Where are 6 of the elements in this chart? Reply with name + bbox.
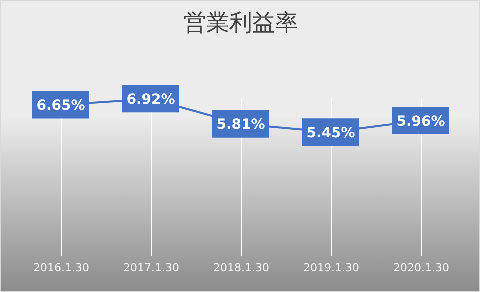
x-tick-label: 2017.1.30 — [124, 262, 180, 274]
x-tick-label: 2018.1.30 — [214, 262, 270, 274]
x-tick-label: 2016.1.30 — [34, 262, 90, 274]
chart-title: 営業利益率 — [184, 10, 298, 36]
x-tick-label: 2020.1.30 — [394, 262, 450, 274]
x-tick-label: 2019.1.30 — [304, 262, 360, 274]
